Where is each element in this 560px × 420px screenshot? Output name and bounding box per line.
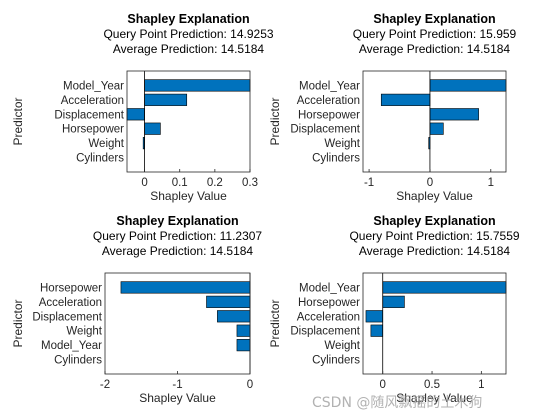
subplot-subtitle: Query Point Prediction: 15.959 — [353, 27, 517, 41]
subplot-title: Shapley Explanation — [373, 214, 495, 228]
xtick-label: 0 — [427, 177, 433, 189]
bar-displacement — [370, 324, 384, 337]
bar-model_year — [144, 79, 251, 92]
x-axis-label: Shapley Value — [396, 391, 473, 405]
ytick-label: Horsepower — [298, 109, 360, 121]
axes-box — [362, 272, 507, 375]
subplot-subtitle: Average Prediction: 14.5184 — [113, 42, 265, 56]
subplot-subtitle: Average Prediction: 14.5184 — [359, 42, 511, 56]
xtick-label: 0.1 — [172, 177, 188, 189]
ytick-label: Horsepower — [298, 297, 360, 309]
ytick-label: Cylinders — [312, 153, 360, 165]
subplot-subtitle: Query Point Prediction: 14.9253 — [103, 27, 273, 41]
ytick-label: Model_Year — [299, 80, 360, 92]
axes-box — [126, 70, 251, 173]
ytick-label: Displacement — [290, 326, 360, 338]
ytick-label: Acceleration — [297, 95, 360, 107]
xtick-label: 0.5 — [424, 379, 440, 391]
xtick-label: -1 — [364, 177, 374, 189]
bar-acceleration — [206, 295, 251, 308]
ytick-label: Model_Year — [299, 282, 360, 294]
bar-acceleration — [365, 310, 384, 323]
ytick-label: Cylinders — [76, 153, 124, 165]
subplot-subtitle: Average Prediction: 14.5184 — [359, 244, 511, 258]
y-axis-label: Predictor — [268, 97, 282, 145]
y-axis-label: Predictor — [268, 299, 282, 347]
xtick-label: 0.3 — [242, 177, 258, 189]
x-axis-label: Shapley Value — [139, 391, 216, 405]
bar-displacement — [429, 122, 444, 135]
ytick-label: Weight — [324, 340, 360, 352]
ytick-label: Displacement — [54, 109, 124, 121]
xtick-label: 1 — [488, 177, 494, 189]
bar-horsepower — [144, 122, 161, 135]
ytick-label: Displacement — [32, 311, 102, 323]
xtick-label: 1 — [478, 379, 484, 391]
bar-displacement — [126, 108, 145, 121]
watermark: CSDN @随风飘摇的土木狗 — [312, 395, 483, 411]
ytick-label: Horsepower — [62, 124, 124, 136]
ytick-label: Acceleration — [297, 311, 360, 323]
subplot-subtitle: Average Prediction: 14.5184 — [102, 244, 254, 258]
bar-model_year — [429, 79, 507, 92]
xtick-label: 0 — [247, 379, 253, 391]
bar-horsepower — [382, 295, 405, 308]
ytick-label: Model_Year — [41, 340, 102, 352]
bar-displacement — [217, 310, 251, 323]
subplot-title: Shapley Explanation — [373, 12, 495, 26]
xtick-label: 0 — [141, 177, 147, 189]
ytick-label: Cylinders — [312, 355, 360, 367]
subplot-subtitle: Query Point Prediction: 15.7559 — [349, 229, 519, 243]
x-axis-label: Shapley Value — [396, 189, 473, 203]
xtick-label: 0.2 — [207, 177, 223, 189]
bar-acceleration — [144, 93, 188, 106]
ytick-label: Acceleration — [61, 95, 124, 107]
subplot-title: Shapley Explanation — [116, 214, 238, 228]
subplot-title: Shapley Explanation — [127, 12, 249, 26]
ytick-label: Weight — [88, 138, 124, 150]
subplot-subtitle: Query Point Prediction: 11.2307 — [93, 229, 263, 243]
ytick-label: Displacement — [290, 124, 360, 136]
ytick-label: Cylinders — [54, 355, 102, 367]
ytick-label: Model_Year — [63, 80, 124, 92]
axes-box — [362, 70, 507, 173]
bar-horsepower — [429, 108, 479, 121]
bar-weight — [236, 324, 251, 337]
xtick-label: -1 — [172, 379, 182, 391]
y-axis-label: Predictor — [11, 97, 25, 145]
ytick-label: Weight — [66, 326, 102, 338]
xtick-label: 0 — [380, 379, 386, 391]
bar-horsepower — [120, 281, 251, 294]
ytick-label: Weight — [324, 138, 360, 150]
bar-model_year — [236, 339, 251, 352]
x-axis-label: Shapley Value — [150, 189, 227, 203]
bar-model_year — [382, 281, 507, 294]
y-axis-label: Predictor — [11, 299, 25, 347]
xtick-label: -2 — [100, 379, 110, 391]
ytick-label: Acceleration — [39, 297, 102, 309]
ytick-label: Horsepower — [40, 282, 102, 294]
bar-acceleration — [380, 93, 431, 106]
